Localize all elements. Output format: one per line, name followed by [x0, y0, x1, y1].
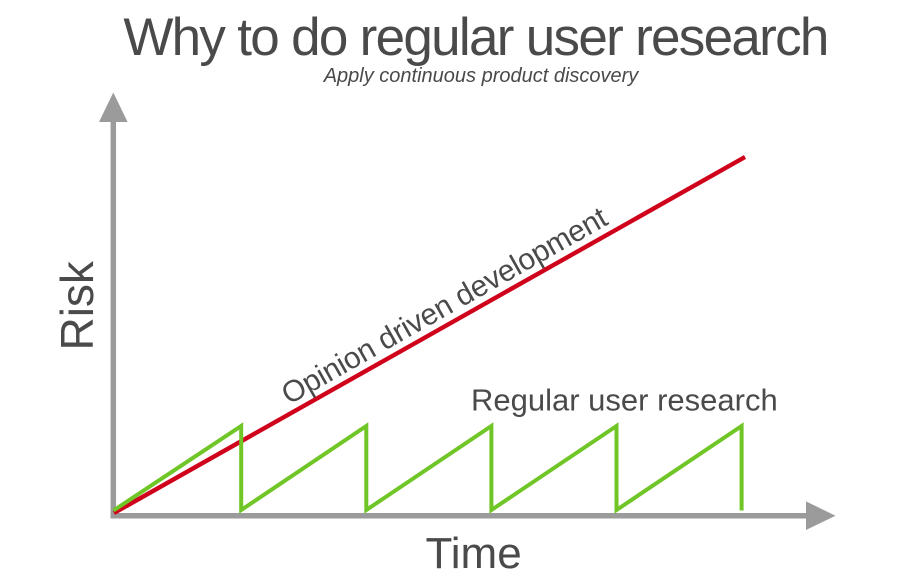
svg-text:Risk: Risk [51, 260, 103, 350]
svg-text:Apply continuous product disco: Apply continuous product discovery [323, 65, 640, 87]
svg-text:Why to do regular user researc: Why to do regular user research [123, 8, 827, 67]
svg-text:Time: Time [426, 529, 522, 578]
svg-text:Regular user research: Regular user research [471, 383, 778, 418]
